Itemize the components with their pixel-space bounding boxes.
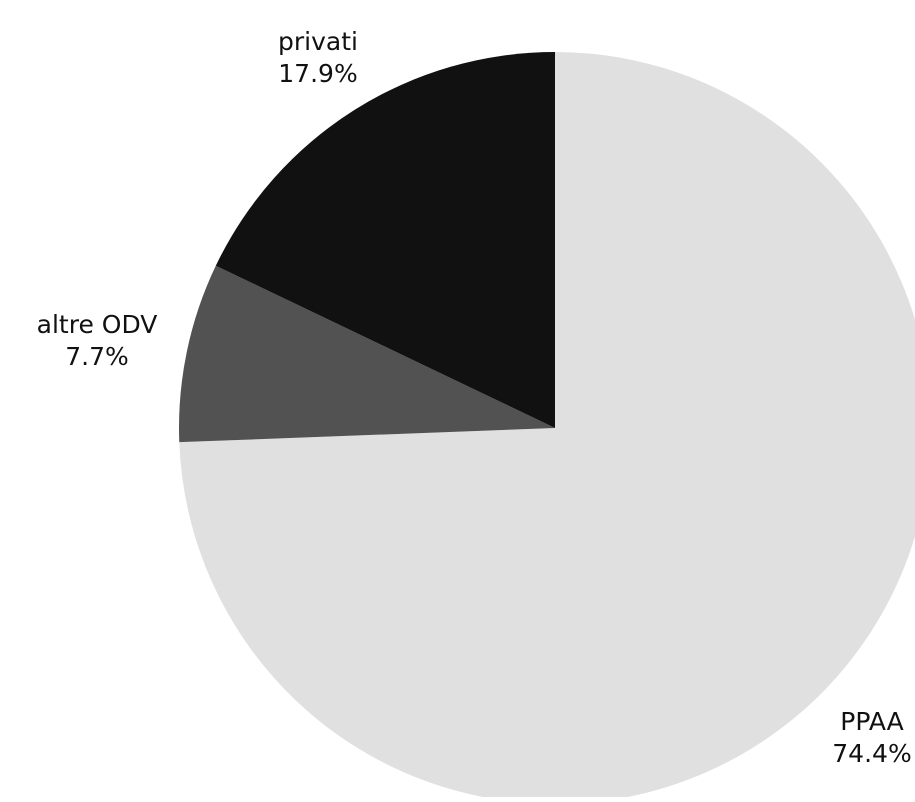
pie-slice-ppaa <box>179 52 915 802</box>
slice-category-label: altre ODV <box>37 310 158 339</box>
slice-category-label: PPAA <box>840 707 903 736</box>
slice-label-privati: privati 17.9% <box>278 27 358 88</box>
labels-layer: PPAA 74.4% altre ODV 7.7% privati 17.9% <box>37 27 912 768</box>
pie-slice-privati <box>215 52 555 428</box>
slice-label-altre-odv: altre ODV 7.7% <box>37 310 158 371</box>
slice-value-label: 74.4% <box>832 739 911 768</box>
slices-layer <box>178 52 915 802</box>
slice-category-label: privati <box>278 27 358 56</box>
slice-value-label: 7.7% <box>65 342 129 371</box>
pie-slice-altre-odv <box>178 265 555 443</box>
slice-label-ppaa: PPAA 74.4% <box>832 707 911 768</box>
slice-value-label: 17.9% <box>278 59 357 88</box>
